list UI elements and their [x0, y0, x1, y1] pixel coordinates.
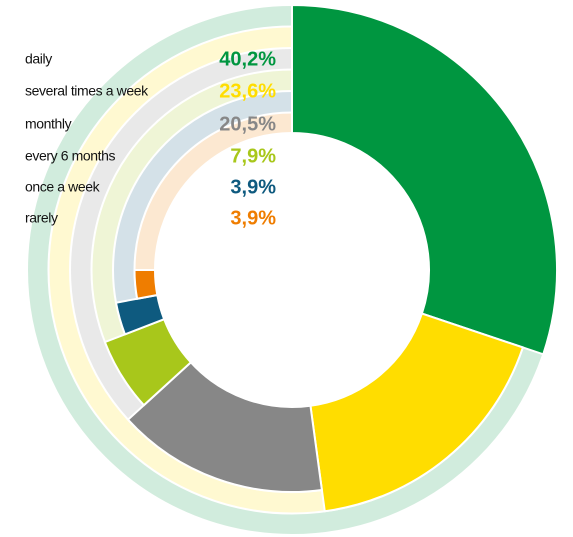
- slice: [291, 3, 558, 356]
- legend-label: several times a week: [25, 83, 149, 99]
- legend-label: daily: [25, 51, 52, 67]
- legend-label: monthly: [25, 116, 72, 132]
- slice: [126, 360, 324, 493]
- legend-label: once a week: [25, 179, 101, 195]
- slice: [309, 312, 525, 513]
- value-label: 7,9%: [230, 145, 276, 167]
- legend-label: every 6 months: [25, 148, 116, 164]
- legend-label: rarely: [25, 210, 58, 226]
- value-label: 40,2%: [219, 48, 276, 70]
- value-label: 3,9%: [230, 176, 276, 198]
- slice: [133, 269, 159, 300]
- value-label: 3,9%: [230, 207, 276, 229]
- value-label: 20,5%: [219, 113, 276, 135]
- value-label: 23,6%: [219, 80, 276, 102]
